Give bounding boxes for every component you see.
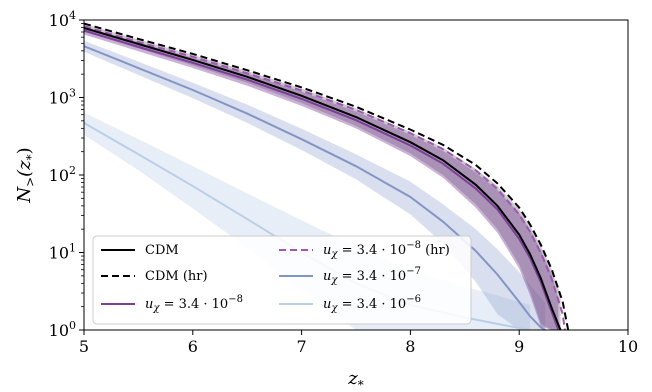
y-tick-label: 101 <box>49 242 76 263</box>
x-tick-label: 8 <box>405 337 415 356</box>
legend-label-2: uχ = 3.4 · 10−8 <box>145 294 243 314</box>
legend-label-0: CDM <box>145 243 179 258</box>
series-line-4 <box>84 45 546 330</box>
legend-label-4: uχ = 3.4 · 10−7 <box>323 266 421 286</box>
series-line-0 <box>84 26 562 330</box>
legend-box <box>92 235 472 325</box>
legend: CDM CDM (hr) uχ = 3.4 · 10−8 uχ = 3.4 · 10−… <box>92 235 472 325</box>
x-tick-label: 7 <box>297 337 307 356</box>
x-tick-label: 10 <box>618 337 638 356</box>
legend-label-1: CDM (hr) <box>145 269 208 284</box>
series-line-1 <box>84 22 570 330</box>
series-line-2 <box>84 29 560 330</box>
y-tick-label: 102 <box>49 164 76 185</box>
legend-label-5: uχ = 3.4 · 10−6 <box>323 294 421 314</box>
y-tick-label: 103 <box>49 87 76 108</box>
x-tick-label: 5 <box>79 337 89 356</box>
series-line-3 <box>84 25 566 330</box>
y-tick-label: 104 <box>49 9 76 30</box>
y-tick-label: 100 <box>49 319 76 340</box>
y-axis-label: N>(z*) <box>14 147 38 203</box>
uncertainty-band-4 <box>84 40 546 330</box>
legend-label-3: uχ = 3.4 · 10−8 (hr) <box>323 240 450 260</box>
x-axis-label: z* <box>347 368 363 388</box>
x-tick-label: 9 <box>514 337 524 356</box>
x-tick-label: 6 <box>188 337 198 356</box>
